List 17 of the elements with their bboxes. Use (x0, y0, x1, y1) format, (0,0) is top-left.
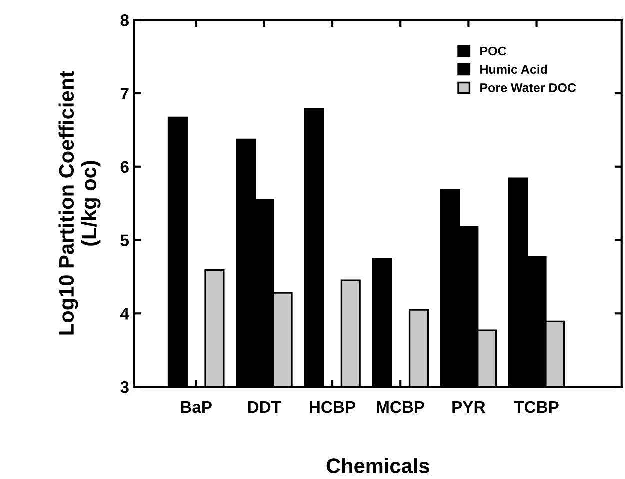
x-tick-label: BaP (181, 402, 212, 414)
legend-label: Pore Water DOC (480, 84, 576, 92)
y-tick-label: 4 (120, 308, 130, 320)
y-tick-label: 7 (120, 88, 129, 100)
y-tick-label: 3 (120, 381, 129, 394)
y-tick-label: 8 (120, 14, 130, 26)
x-tick-label: DDT (248, 402, 282, 413)
y-tick-label: 5 (120, 234, 130, 246)
x-tick-label: PYR (452, 402, 486, 413)
y-axis-title: Log10 Partition Coefficient (L/kg oc) (58, 71, 101, 335)
x-tick-label: MCBP (377, 401, 425, 414)
x-tick-label: TCBP (514, 401, 559, 414)
x-axis-title: Chemicals (326, 458, 430, 474)
legend-label: POC (480, 46, 506, 56)
legend-label: Humic Acid (480, 64, 548, 74)
y-tick-label: 6 (120, 161, 129, 174)
x-tick-label: HCBP (310, 401, 356, 414)
